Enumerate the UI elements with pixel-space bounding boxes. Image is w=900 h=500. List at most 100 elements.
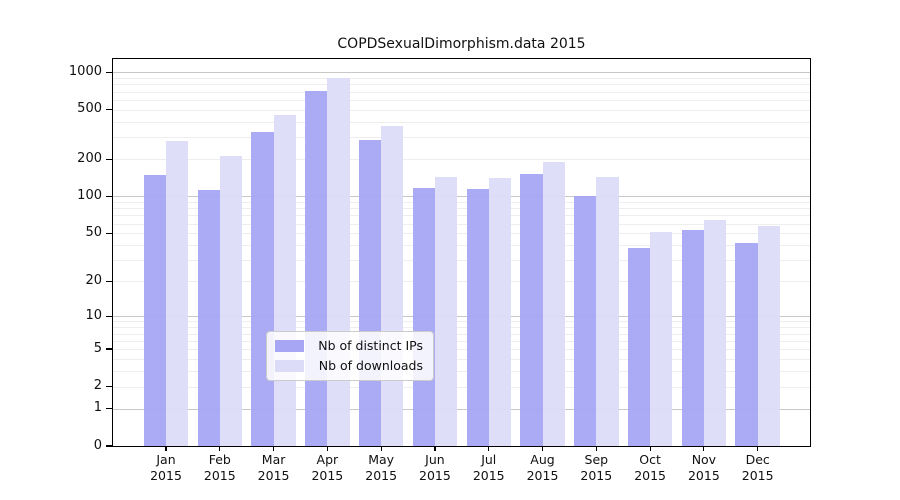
bar-distinct-ips-may: [358, 139, 382, 446]
year-label: 2015: [203, 468, 236, 483]
bar-distinct-ips-apr: [305, 91, 328, 446]
legend-swatch-downloads: [275, 359, 304, 372]
x-tick-label-sep: Sep 2015: [564, 452, 628, 484]
y-tick-mark: [106, 109, 113, 111]
x-tick-label-jul: Jul 2015: [457, 452, 521, 484]
x-tick-mark: [326, 446, 328, 451]
minor-gridline: [113, 245, 810, 247]
chart-title: COPDSexualDimorphism.data 2015: [337, 36, 586, 52]
bar-distinct-ips-aug: [520, 173, 543, 446]
year-label: 2015: [311, 468, 344, 483]
minor-gridline: [113, 202, 810, 204]
x-tick-label-aug: Aug 2015: [511, 452, 575, 484]
y-tick-label: 5: [93, 340, 102, 356]
minor-gridline: [113, 137, 810, 139]
bar-downloads-apr: [327, 77, 350, 446]
x-tick-mark: [595, 446, 597, 451]
bar-downloads-sep: [596, 176, 619, 446]
x-tick-label-nov: Nov 2015: [672, 452, 736, 484]
month-label: Jun: [425, 452, 445, 467]
x-tick-mark: [272, 446, 275, 451]
legend-row: Nb of distinct IPs: [275, 338, 423, 353]
minor-gridline: [113, 223, 810, 225]
x-tick-label-apr: Apr 2015: [295, 452, 359, 484]
minor-gridline: [113, 99, 810, 101]
bar-downloads-oct: [650, 232, 673, 446]
year-label: 2015: [580, 468, 613, 483]
major-gridline: [113, 196, 810, 198]
legend-swatch-distinct-ips: [275, 339, 304, 352]
minor-gridline: [113, 84, 810, 86]
x-tick-mark: [541, 446, 544, 451]
minor-gridline: [113, 208, 810, 210]
x-tick-mark: [434, 446, 436, 451]
year-label: 2015: [150, 468, 182, 483]
legend-label: Nb of distinct IPs: [318, 338, 423, 353]
year-label: 2015: [634, 468, 667, 483]
y-tick-mark: [106, 158, 113, 160]
bar-downloads-aug: [542, 161, 565, 446]
y-tick-mark: [106, 195, 113, 197]
minor-gridline: [113, 78, 810, 80]
bar-downloads-jun: [434, 177, 458, 446]
minor-gridline: [113, 349, 810, 351]
bar-distinct-ips-jul: [466, 189, 489, 446]
month-label: Sep: [584, 452, 609, 467]
y-tick-label: 1: [93, 400, 102, 415]
bar-distinct-ips-dec: [735, 242, 758, 446]
x-tick-label-oct: Oct 2015: [618, 452, 682, 484]
legend-row: Nb of downloads: [275, 358, 423, 373]
year-label: 2015: [472, 468, 505, 483]
y-tick-label: 20: [85, 272, 102, 288]
major-gridline: [113, 316, 810, 318]
x-tick-mark: [165, 446, 167, 451]
y-tick-label: 1000: [68, 63, 102, 79]
y-tick-mark: [106, 71, 113, 73]
minor-gridline: [113, 358, 810, 360]
minor-gridline: [113, 215, 810, 217]
y-tick-label: 200: [77, 150, 102, 166]
x-tick-mark: [488, 446, 490, 451]
bar-distinct-ips-sep: [574, 196, 597, 446]
month-label: Jan: [156, 452, 176, 467]
bar-downloads-dec: [757, 226, 780, 446]
bar-downloads-jan: [166, 141, 189, 446]
year-label: 2015: [741, 468, 774, 483]
month-label: Nov: [691, 452, 717, 467]
minor-gridline: [113, 121, 810, 123]
y-tick-mark: [106, 348, 113, 350]
y-tick-mark: [106, 445, 113, 447]
minor-gridline: [113, 109, 810, 111]
x-tick-mark: [219, 446, 221, 451]
x-tick-mark: [757, 446, 759, 451]
y-tick-mark: [106, 232, 113, 234]
month-label: Dec: [745, 452, 770, 467]
minor-gridline: [113, 333, 810, 335]
y-tick-mark: [106, 280, 113, 282]
y-tick-label: 0: [93, 437, 102, 453]
x-tick-label-dec: Dec 2015: [726, 452, 790, 484]
year-label: 2015: [257, 468, 290, 483]
month-label: Jul: [481, 452, 497, 467]
month-label: Aug: [530, 452, 555, 467]
bar-distinct-ips-jun: [412, 187, 435, 446]
y-tick-label: 100: [77, 187, 102, 203]
year-label: 2015: [365, 468, 398, 483]
y-tick-label: 2: [93, 378, 102, 394]
major-gridline: [113, 408, 810, 410]
year-label: 2015: [526, 468, 559, 483]
bar-downloads-mar: [273, 115, 296, 446]
bar-distinct-ips-mar: [251, 132, 274, 446]
month-label: May: [368, 452, 395, 467]
month-label: Feb: [208, 452, 231, 467]
minor-gridline: [113, 386, 810, 388]
y-tick-mark: [106, 385, 113, 388]
minor-gridline: [113, 260, 810, 262]
x-tick-mark: [703, 446, 705, 451]
major-gridline: [113, 72, 810, 74]
x-tick-mark: [649, 446, 651, 451]
bar-downloads-jul: [488, 178, 511, 446]
minor-gridline: [113, 340, 810, 342]
x-tick-label-jun: Jun 2015: [403, 452, 467, 484]
